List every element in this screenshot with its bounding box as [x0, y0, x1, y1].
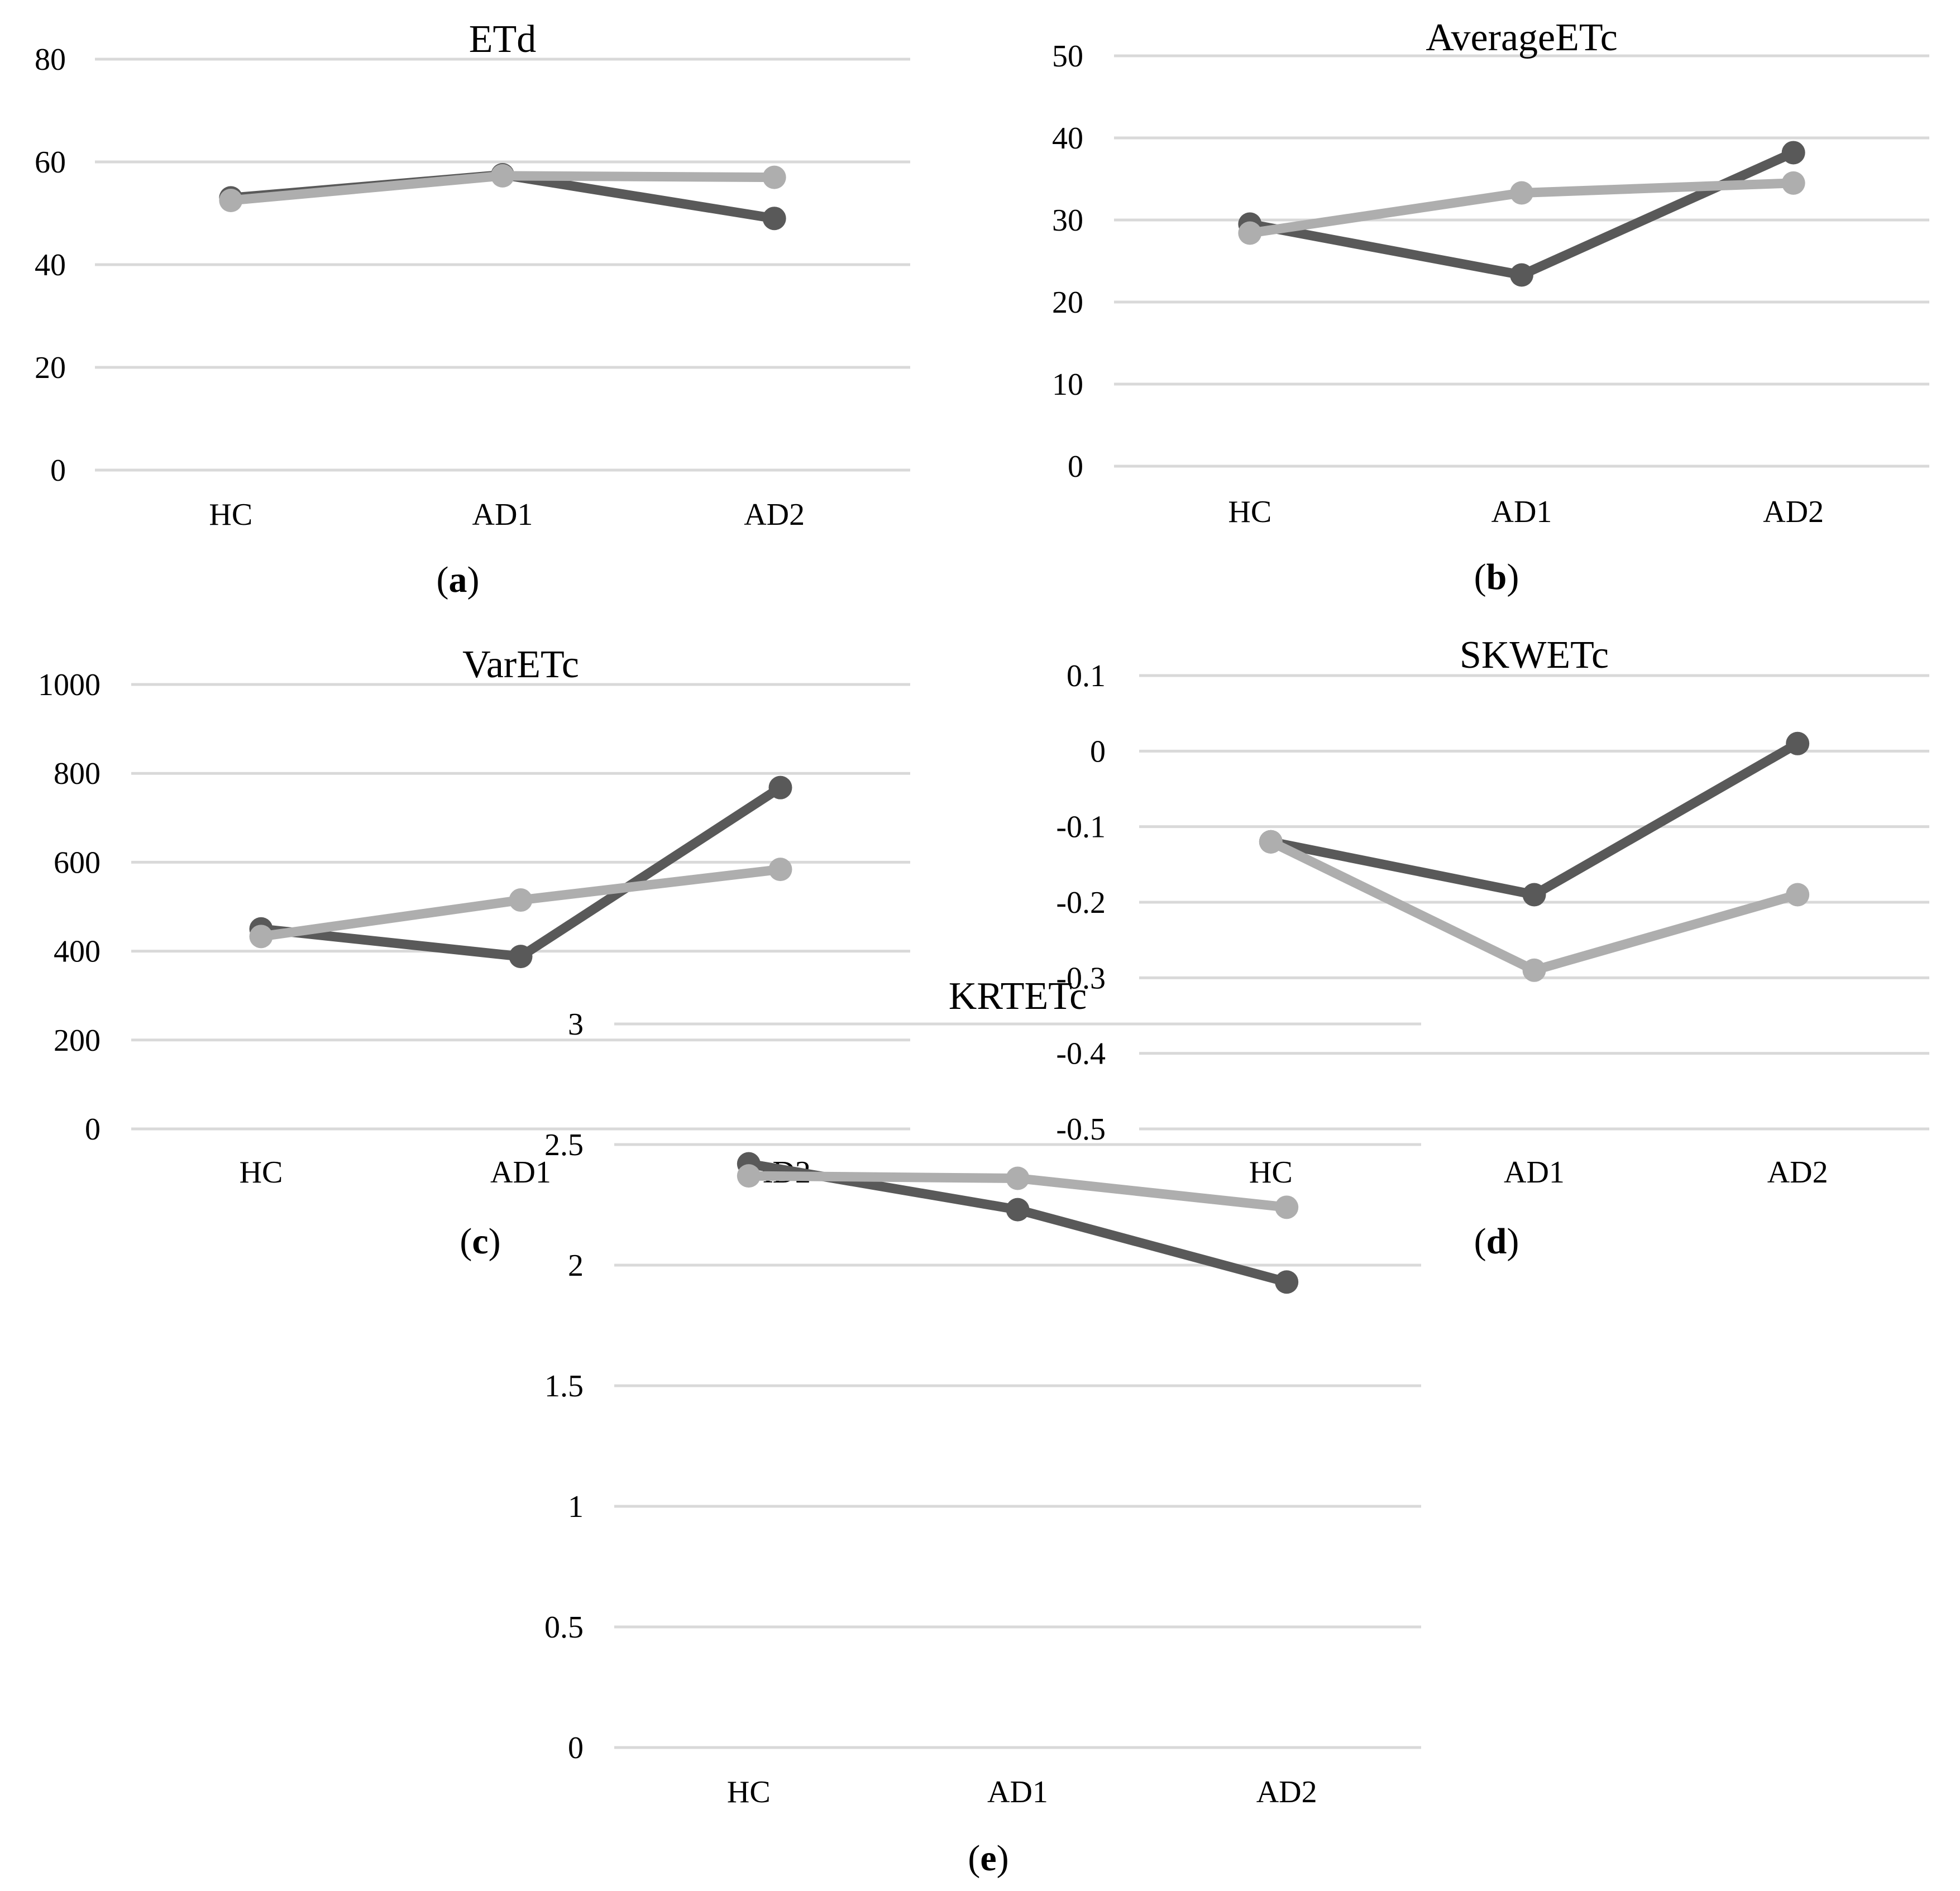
data-point-light — [1259, 830, 1283, 854]
chart-title: SKWETc — [1460, 634, 1609, 677]
y-tick-label: 40 — [35, 248, 66, 283]
data-point-dark — [1006, 1198, 1030, 1222]
chart-title: ETd — [469, 18, 537, 61]
y-tick-label: 0.5 — [544, 1610, 584, 1645]
x-category-label: HC — [240, 1155, 283, 1190]
panel-a-etd-chart: 0 20 40 60 80 HC AD1 AD2 ETd (a) — [35, 18, 910, 600]
panel-caption: (a) — [437, 559, 480, 600]
y-tick-label: 400 — [54, 935, 101, 969]
y-tick-label: -0.3 — [1056, 961, 1106, 995]
data-point-light — [249, 925, 273, 949]
panel-caption: (d) — [1474, 1221, 1519, 1262]
data-point-dark — [762, 207, 786, 231]
y-tick-label: 20 — [35, 351, 66, 385]
x-category-label: AD1 — [472, 497, 533, 532]
y-tick-label: 1.5 — [544, 1369, 584, 1404]
y-tick-label: 200 — [54, 1023, 101, 1058]
x-category-label: AD2 — [1763, 495, 1824, 529]
data-point-dark — [509, 945, 533, 969]
x-category-label: AD1 — [1491, 495, 1552, 529]
data-point-light — [762, 165, 786, 189]
y-tick-label: 50 — [1052, 39, 1083, 74]
data-point-light — [219, 189, 243, 212]
y-tick-label: 0 — [85, 1112, 101, 1147]
x-category-label: HC — [727, 1775, 771, 1809]
y-tick-label: 0 — [1068, 449, 1083, 484]
y-tick-label: 3 — [568, 1007, 584, 1042]
data-point-dark — [1275, 1270, 1299, 1294]
y-tick-label: -0.2 — [1056, 885, 1106, 920]
chart-title: AverageETc — [1426, 16, 1618, 59]
data-point-dark — [1781, 141, 1805, 165]
data-point-light — [1786, 883, 1810, 907]
data-point-light — [491, 164, 514, 188]
data-point-light — [1522, 958, 1546, 982]
data-point-light — [1510, 181, 1533, 205]
y-tick-label: 60 — [35, 145, 66, 180]
x-category-label: AD1 — [987, 1775, 1048, 1809]
panel-caption: (e) — [968, 1838, 1008, 1879]
x-category-label: AD2 — [744, 497, 805, 532]
x-category-label: HC — [1228, 495, 1271, 529]
data-point-dark — [1510, 263, 1533, 287]
x-category-label: HC — [1249, 1155, 1293, 1190]
panel-b-averageetc-chart: 0 10 20 30 40 50 HC AD1 AD2 AverageETc (b) — [1052, 16, 1929, 597]
y-tick-label: 0 — [50, 453, 66, 488]
panel-d-skwetc-chart: -0.5 -0.4 -0.3 -0.2 -0.1 0 0.1 HC AD1 AD2 SKWETc (d… — [1056, 634, 1929, 1262]
data-point-dark — [1786, 731, 1810, 755]
data-point-light — [768, 858, 792, 882]
y-tick-label: 0 — [1090, 734, 1106, 769]
y-tick-label: 80 — [35, 42, 66, 77]
data-point-light — [1238, 221, 1262, 245]
data-point-light — [1275, 1195, 1299, 1219]
panel-caption: (b) — [1474, 557, 1519, 597]
y-tick-label: 2.5 — [544, 1128, 584, 1162]
series-line-dark — [1245, 147, 1799, 280]
y-tick-label: -0.4 — [1056, 1037, 1106, 1071]
data-point-light — [737, 1164, 761, 1188]
y-tick-label: -0.5 — [1056, 1112, 1106, 1147]
data-point-dark — [1522, 883, 1546, 907]
data-point-light — [509, 888, 533, 912]
data-point-light — [1781, 171, 1805, 195]
y-tick-label: 2 — [568, 1248, 584, 1283]
series-line-dark — [256, 783, 785, 961]
y-tick-label: -0.1 — [1056, 810, 1106, 845]
x-category-label: AD1 — [1504, 1155, 1565, 1190]
y-tick-label: 30 — [1052, 203, 1083, 238]
x-category-label: AD2 — [1256, 1775, 1317, 1809]
y-tick-label: 1000 — [38, 668, 101, 702]
y-tick-label: 0.1 — [1067, 659, 1106, 693]
data-point-dark — [768, 775, 792, 800]
panel-caption: (c) — [460, 1221, 500, 1262]
y-tick-label: 40 — [1052, 121, 1083, 156]
x-category-label: AD2 — [1767, 1155, 1828, 1190]
data-point-light — [1006, 1166, 1030, 1190]
x-category-label: AD1 — [490, 1155, 551, 1190]
y-tick-label: 1 — [568, 1490, 584, 1524]
panel-e-krtetc-chart: 0 0.5 1 1.5 2 2.5 3 HC AD1 AD2 KRTETc (e) — [544, 975, 1421, 1879]
y-tick-label: 20 — [1052, 285, 1083, 320]
series-line-dark — [1266, 739, 1803, 899]
y-tick-label: 600 — [54, 845, 101, 880]
y-tick-label: 800 — [54, 757, 101, 791]
y-tick-label: 10 — [1052, 367, 1083, 402]
chart-title: KRTETc — [949, 975, 1087, 1018]
x-category-label: HC — [209, 497, 252, 532]
y-tick-label: 0 — [568, 1731, 584, 1765]
chart-title: VarETc — [462, 643, 579, 686]
